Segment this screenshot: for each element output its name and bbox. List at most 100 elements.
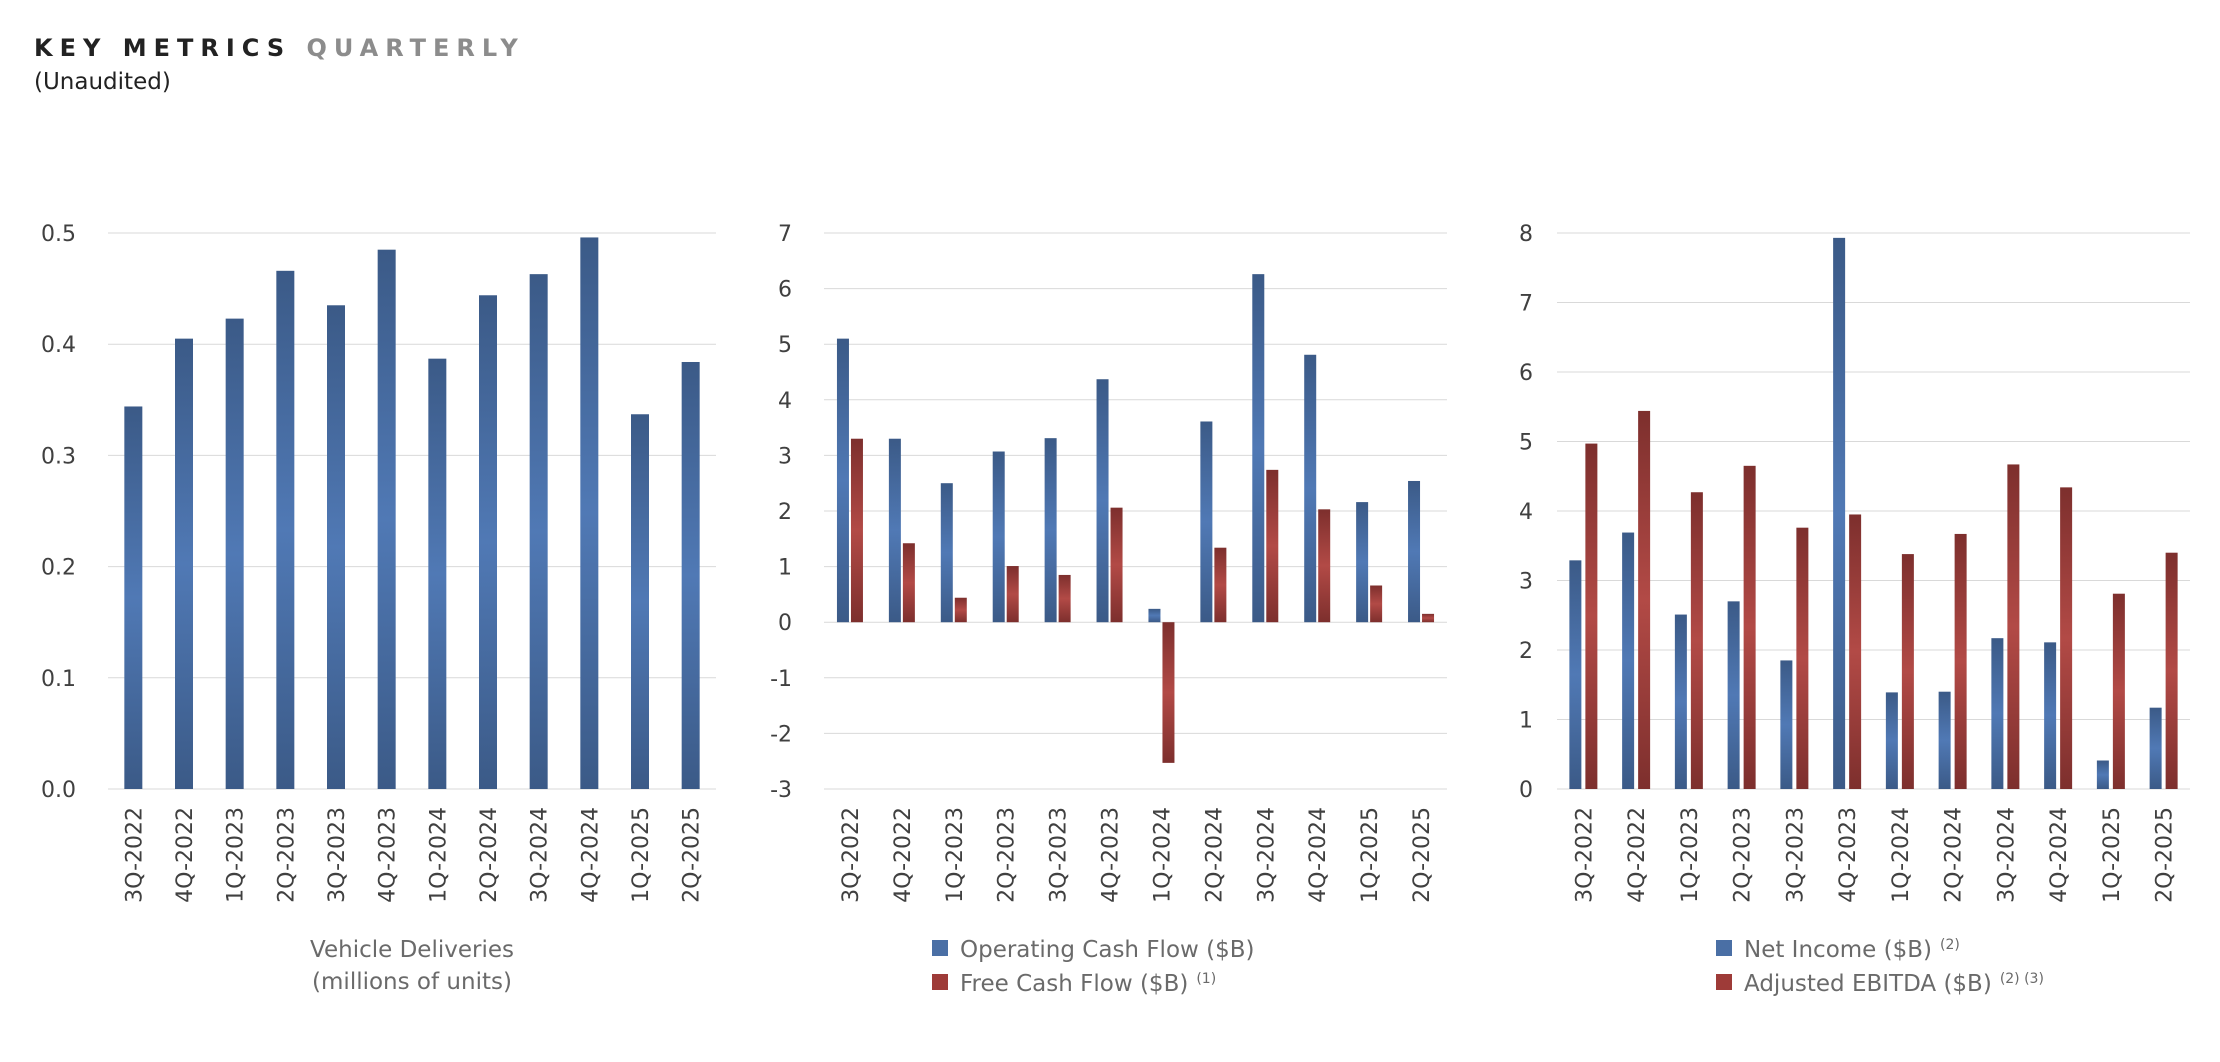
- cash-flow-chart: 7 6 5 4 3 2 1 0 -1 -2 -3 3Q-2022 4Q-2022 1Q-2023 2Q-20…: [770, 222, 1447, 997]
- legend-label-text: Adjusted EBITDA ($B): [1744, 971, 1992, 997]
- legend-label: Adjusted EBITDA ($B) (2) (3): [1744, 971, 2044, 997]
- vehicle-deliveries-chart: 0.5 0.4 0.3 0.2 0.1 0.0 3Q-2022 4Q-2022 1Q-2023 2…: [41, 222, 716, 995]
- legend-swatch: [1716, 974, 1732, 990]
- legend-footnote: (2): [1940, 937, 1960, 953]
- bar-free-cash-flow-b: [954, 597, 967, 623]
- bar-vehicle-deliveries: [327, 305, 345, 789]
- bar-operating-cash-flow-b: [836, 338, 849, 623]
- bar-operating-cash-flow-b: [940, 483, 953, 623]
- bar-net-income-b: [1833, 237, 1846, 790]
- y-tick-label: 0.0: [41, 778, 76, 803]
- x-category-label: 1Q-2024: [1889, 807, 1914, 903]
- bar-free-cash-flow-b: [1058, 574, 1071, 623]
- y-tick-label: 7: [1519, 292, 1533, 317]
- y-tick-label: -3: [770, 778, 792, 803]
- bar-vehicle-deliveries: [428, 358, 447, 789]
- x-category-label: 4Q-2022: [173, 807, 198, 903]
- y-tick-label: 3: [1519, 570, 1533, 595]
- y-tick-label: 5: [778, 333, 792, 358]
- bar-vehicle-deliveries: [529, 274, 548, 789]
- x-category-label: 2Q-2023: [995, 807, 1020, 903]
- x-category-label: 3Q-2022: [1572, 807, 1597, 903]
- y-tick-label: 0.2: [41, 556, 76, 581]
- bar-net-income-b: [1622, 532, 1635, 789]
- header: KEY METRICS QUARTERLY (Unaudited): [34, 30, 525, 98]
- x-category-label: 3Q-2024: [1254, 807, 1279, 903]
- legend-swatch: [932, 974, 948, 990]
- bar-free-cash-flow-b: [1162, 622, 1175, 763]
- y-tick-label: 0: [778, 611, 792, 636]
- page-subtitle: (Unaudited): [34, 69, 171, 95]
- bar-adjusted-ebitda-b: [1849, 514, 1862, 789]
- bar-vehicle-deliveries: [124, 406, 143, 789]
- x-category-label: 1Q-2023: [943, 807, 968, 903]
- legend-footnote: (1): [1196, 971, 1216, 987]
- x-category-label: 4Q-2023: [1099, 807, 1124, 903]
- legend-label-text: Operating Cash Flow ($B): [960, 937, 1255, 963]
- y-tick-label: -1: [770, 667, 792, 692]
- bar-adjusted-ebitda-b: [1690, 492, 1703, 789]
- x-category-label: 3Q-2024: [528, 807, 553, 903]
- bar-adjusted-ebitda-b: [1954, 533, 1967, 789]
- bar-net-income-b: [1569, 560, 1582, 789]
- legend-swatch: [1716, 940, 1732, 956]
- bar-operating-cash-flow-b: [1356, 502, 1369, 623]
- bar-adjusted-ebitda-b: [2165, 552, 2178, 789]
- bar-adjusted-ebitda-b: [1796, 527, 1809, 789]
- legend-footnote: (2) (3): [2000, 971, 2044, 987]
- legend-label-text: Net Income ($B): [1744, 937, 1932, 963]
- legend-label: Free Cash Flow ($B) (1): [960, 971, 1216, 997]
- legend-label-text: Free Cash Flow ($B): [960, 971, 1188, 997]
- x-category-label: 4Q-2023: [1836, 807, 1861, 903]
- y-tick-label: 0.3: [41, 444, 76, 469]
- page-title: KEY METRICS QUARTERLY: [34, 30, 525, 66]
- bar-operating-cash-flow-b: [1044, 438, 1057, 623]
- x-category-label: 2Q-2023: [274, 807, 299, 903]
- x-category-label: 4Q-2024: [578, 807, 603, 903]
- x-category-label: 3Q-2023: [1783, 807, 1808, 903]
- bar-net-income-b: [1674, 614, 1687, 789]
- bar-vehicle-deliveries: [225, 318, 244, 789]
- title-sub: QUARTERLY: [306, 34, 525, 62]
- y-tick-label: 4: [778, 389, 792, 414]
- bar-vehicle-deliveries: [580, 237, 599, 789]
- bar-operating-cash-flow-b: [1096, 379, 1109, 623]
- x-category-label: 2Q-2023: [1731, 807, 1756, 903]
- x-category-label: 3Q-2023: [1047, 807, 1072, 903]
- bar-net-income-b: [1780, 660, 1793, 789]
- x-category-label: 4Q-2022: [891, 807, 916, 903]
- y-tick-label: 2: [1519, 639, 1533, 664]
- y-tick-label: 0: [1519, 778, 1533, 803]
- x-category-label: 2Q-2024: [477, 807, 502, 903]
- bar-vehicle-deliveries: [631, 414, 649, 789]
- x-category-label: 3Q-2022: [122, 807, 147, 903]
- y-tick-label: 0.4: [41, 333, 76, 358]
- bar-adjusted-ebitda-b: [2112, 593, 2125, 789]
- bar-free-cash-flow-b: [902, 543, 915, 623]
- x-category-label: 2Q-2024: [1202, 807, 1227, 903]
- bar-vehicle-deliveries: [479, 295, 497, 789]
- bar-free-cash-flow-b: [1370, 585, 1383, 623]
- bar-net-income-b: [2096, 760, 2109, 789]
- bar-free-cash-flow-b: [1006, 566, 1019, 623]
- bar-free-cash-flow-b: [1214, 547, 1227, 623]
- y-tick-label: 0.5: [41, 222, 76, 247]
- y-tick-label: 4: [1519, 500, 1533, 525]
- y-tick-label: 5: [1519, 431, 1533, 456]
- bar-operating-cash-flow-b: [992, 451, 1005, 623]
- x-category-label: 2Q-2025: [2153, 807, 2178, 903]
- x-category-label: 2Q-2025: [1410, 807, 1435, 903]
- y-tick-label: 2: [778, 500, 792, 525]
- bar-net-income-b: [1727, 601, 1740, 789]
- bar-adjusted-ebitda-b: [1901, 554, 1914, 789]
- x-category-label: 1Q-2023: [224, 807, 249, 903]
- bar-adjusted-ebitda-b: [2007, 464, 2020, 789]
- bar-adjusted-ebitda-b: [1638, 410, 1651, 789]
- bar-net-income-b: [2044, 642, 2057, 789]
- bar-adjusted-ebitda-b: [1585, 443, 1598, 789]
- bar-net-income-b: [1938, 691, 1951, 789]
- x-category-label: 1Q-2024: [426, 807, 451, 903]
- title-main: KEY METRICS: [34, 34, 292, 62]
- x-category-label: 4Q-2024: [2047, 807, 2072, 903]
